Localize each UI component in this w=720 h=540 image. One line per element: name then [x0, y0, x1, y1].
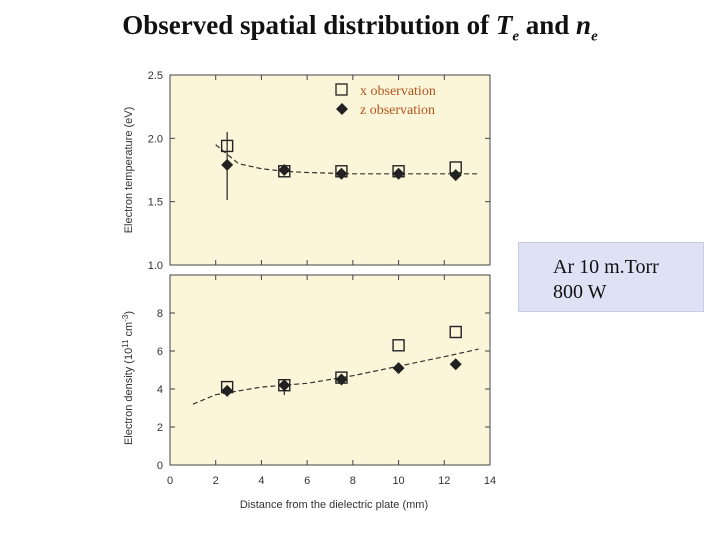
xtick-label: 0	[167, 475, 173, 487]
top-plot-area	[169, 74, 491, 266]
top-z-observation-point	[449, 169, 462, 182]
bottom-x-observation-point	[449, 325, 462, 339]
bottom-ylabel-end: )	[123, 311, 135, 315]
xtick-label: 10	[392, 475, 404, 487]
bottom-ylabel-unit-sup: -3	[121, 314, 130, 322]
bottom-chart-layer: 0 2 4 6 8 0 2 4 6 8 10 12 14	[157, 275, 496, 487]
title-prefix: Observed spatial distribution of	[122, 10, 496, 40]
top-ytick-label: 2.5	[148, 70, 163, 82]
legend: x observation z observation	[335, 83, 436, 118]
bottom-z-observation-point	[335, 373, 348, 386]
page-title: Observed spatial distribution of Te and …	[0, 10, 720, 45]
top-z-observation-point	[392, 167, 405, 180]
xtick-label: 2	[213, 475, 219, 487]
xtick-label: 14	[484, 475, 496, 487]
legend-diamond-marker	[336, 103, 348, 115]
condition-pressure: Ar 10 m.Torr	[553, 256, 659, 278]
title-sub-ne: e	[591, 28, 598, 45]
top-ytick-label: 1.5	[148, 197, 163, 209]
top-z-observation-point	[278, 164, 291, 176]
bottom-ytick-label: 4	[157, 384, 163, 396]
bottom-ylabel-sup: 11	[121, 339, 130, 348]
x-axis-label: Distance from the dielectric plate (mm)	[240, 499, 428, 511]
bottom-z-observation-point	[221, 384, 234, 397]
bottom-ylabel: Electron density (1011 cm-3)	[121, 311, 135, 445]
title-var-te: T	[495, 10, 513, 40]
bottom-ylabel-unit: cm	[123, 322, 135, 340]
bottom-ylabel-base: Electron density (10	[123, 348, 135, 445]
bottom-ytick-label: 0	[157, 460, 163, 472]
legend-label-x: x observation	[360, 84, 436, 99]
top-z-observation-point	[335, 167, 348, 180]
xtick-label: 12	[438, 475, 450, 487]
bottom-z-observation-point	[392, 362, 405, 375]
bottom-ytick-label: 6	[157, 346, 163, 358]
title-var-ne: n	[576, 10, 592, 40]
top-chart-layer: 1.0 1.5 2.0 2.5	[148, 70, 491, 272]
bottom-fit-line	[192, 348, 479, 405]
xtick-label: 4	[258, 475, 264, 487]
top-fit-line	[215, 144, 479, 175]
top-ylabel: Electron temperature (eV)	[123, 107, 135, 234]
bottom-ytick-label: 8	[157, 308, 163, 320]
condition-power: 800 W	[553, 281, 607, 303]
condition-info-box: Ar 10 m.Torr 800 W	[518, 242, 704, 312]
bottom-plot-area	[169, 274, 491, 466]
title-middle: and	[518, 10, 577, 40]
top-ytick-label: 1.0	[148, 260, 163, 272]
top-ytick-label: 2.0	[148, 133, 163, 145]
bottom-ytick-label: 2	[157, 422, 163, 434]
xtick-label: 8	[350, 475, 356, 487]
legend-square-marker	[335, 83, 348, 96]
title-sub-te: e	[512, 28, 519, 45]
legend-label-z: z observation	[360, 103, 435, 118]
bottom-z-observation-point	[449, 358, 462, 371]
xtick-label: 6	[304, 475, 310, 487]
bottom-x-observation-point	[392, 339, 405, 352]
